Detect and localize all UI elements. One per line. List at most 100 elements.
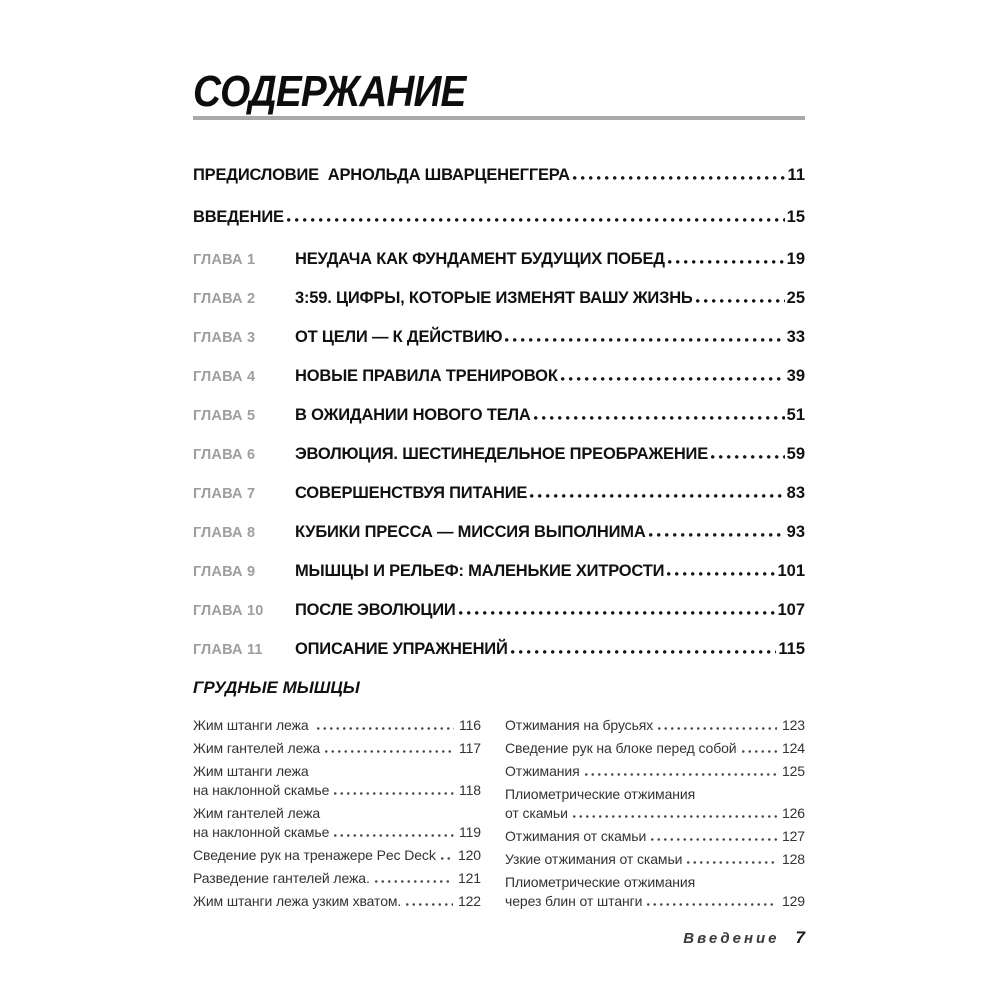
chapter-entry: ГЛАВА 8 КУБИКИ ПРЕССА — МИССИЯ ВЫПОЛНИМА 9… [193, 522, 805, 543]
toc-entry-page: 15 [786, 208, 805, 226]
chapter-entry: ГЛАВА 2 3:59. ЦИФРЫ, КОТОРЫЕ ИЗМЕНЯТ ВАШУ… [193, 288, 805, 309]
exercise-name: Отжимания на брусьях [505, 717, 654, 733]
exercise-name: Плиометрические отжимания [505, 874, 696, 890]
dot-leader [572, 176, 786, 180]
dot-leader [286, 218, 785, 222]
dot-leader [651, 838, 777, 841]
chapter-entry: ГЛАВА 1 НЕУДАЧА КАК ФУНДАМЕНТ БУДУЩИХ ПОБ… [193, 249, 805, 270]
exercise-entry: Жим штанги лежа узким хватом. 122 [193, 892, 481, 911]
chapter-page-number: 39 [786, 367, 805, 385]
chapter-title: В ОЖИДАНИИ НОВОГО ТЕЛА [295, 406, 531, 424]
dot-leader [406, 903, 453, 906]
exercise-page-number: 118 [458, 782, 481, 798]
dot-leader [648, 533, 785, 537]
chapter-page-number: 83 [786, 484, 805, 502]
exercise-name: через блин от штанги [505, 893, 643, 909]
exercise-page-number: 127 [781, 828, 805, 844]
chapter-entry: ГЛАВА 6 ЭВОЛЮЦИЯ. ШЕСТИНЕДЕЛЬНОЕ ПРЕОБРАЖ… [193, 444, 805, 465]
chapter-number-label: ГЛАВА 4 [193, 369, 256, 385]
chapter-page-number: 107 [777, 601, 805, 619]
dot-leader [584, 773, 777, 776]
dot-leader [374, 880, 453, 883]
toc-entry-title: ПРЕДИСЛОВИЕ АРНОЛЬДА ШВАРЦЕНЕГГЕРА [193, 166, 570, 184]
chapter-page-number: 19 [786, 250, 805, 268]
chapter-number-label: ГЛАВА 8 [193, 525, 256, 541]
dot-leader [647, 903, 777, 906]
dot-leader [325, 750, 454, 753]
exercise-name: Сведение рук на тренажере Pec Deck [193, 847, 436, 863]
chapter-entry: ГЛАВА 10 ПОСЛЕ ЭВОЛЮЦИИ 107 [193, 600, 805, 621]
exercise-entry: Жим штанги лежа на наклонной скамье 118 [193, 762, 481, 800]
exercise-page-number: 119 [458, 824, 481, 840]
chapter-number-label: ГЛАВА 2 [193, 291, 256, 307]
chapter-title: НОВЫЕ ПРАВИЛА ТРЕНИРОВОК [295, 367, 558, 385]
exercise-name: Отжимания [505, 763, 580, 779]
section-header: ГРУДНЫЕ МЫШЦЫ [193, 678, 360, 697]
chapter-number-label: ГЛАВА 1 [193, 252, 256, 268]
exercise-name: Жим гантелей лежа [193, 805, 321, 821]
exercise-page-number: 129 [781, 893, 805, 909]
dot-leader [658, 727, 777, 730]
chapter-title: МЫШЦЫ И РЕЛЬЕФ: МАЛЕНЬКИЕ ХИТРОСТИ [295, 562, 665, 580]
chapter-page-number: 25 [786, 289, 805, 307]
chapter-title: ОТ ЦЕЛИ — К ДЕЙСТВИЮ [295, 328, 503, 346]
chapter-page-number: 101 [777, 562, 805, 580]
exercise-page-number: 123 [781, 717, 805, 733]
chapter-title: ПОСЛЕ ЭВОЛЮЦИИ [295, 601, 456, 619]
exercise-page-number: 117 [458, 740, 481, 756]
page-title-text: СОДЕРЖАНИЕ [193, 67, 466, 116]
dot-leader [741, 750, 777, 753]
dot-leader [572, 815, 777, 818]
exercise-name: Узкие отжимания от скамьи [505, 851, 683, 867]
exercise-page-number: 122 [457, 893, 481, 909]
exercise-page-number: 125 [781, 763, 805, 779]
dot-leader [458, 611, 776, 615]
footer-section-label: Введение [683, 930, 780, 947]
toc-entry: ВВЕДЕНИЕ 15 [193, 207, 805, 227]
dot-leader [530, 494, 785, 498]
chapter-page-number: 93 [786, 523, 805, 541]
chapter-title: 3:59. ЦИФРЫ, КОТОРЫЕ ИЗМЕНЯТ ВАШУ ЖИЗНЬ [295, 289, 693, 307]
dot-leader [533, 416, 785, 420]
page-title: СОДЕРЖАНИЕ [193, 70, 805, 114]
dot-leader [695, 299, 785, 303]
exercise-index: Жим штанги лежа 116 Жим гантелей лежа 117 Ж… [193, 716, 805, 915]
exercise-entry: Плиометрические отжимания от скамьи 126 [505, 785, 805, 823]
exercise-name: Разведение гантелей лежа. [193, 870, 370, 886]
chapter-title: СОВЕРШЕНСТВУЯ ПИТАНИЕ [295, 484, 528, 502]
exercise-name: Сведение рук на блоке перед собой [505, 740, 737, 756]
exercise-page-number: 124 [781, 740, 805, 756]
chapter-title: ЭВОЛЮЦИЯ. ШЕСТИНЕДЕЛЬНОЕ ПРЕОБРАЖЕНИЕ [295, 445, 709, 463]
chapter-title: НЕУДАЧА КАК ФУНДАМЕНТ БУДУЩИХ ПОБЕД [295, 250, 665, 268]
exercise-name: Жим штанги лежа [193, 717, 313, 733]
exercise-page-number: 128 [781, 851, 805, 867]
exercise-name: Отжимания от скамьи [505, 828, 647, 844]
dot-leader [560, 377, 785, 381]
exercise-name: Жим штанги лежа [193, 763, 309, 779]
exercise-entry: Отжимания на брусьях 123 [505, 716, 805, 735]
dot-leader [711, 455, 785, 459]
exercise-column-right: Отжимания на брусьях 123 Сведение рук на б… [505, 716, 805, 915]
exercise-entry: Жим штанги лежа 116 [193, 716, 481, 735]
dot-leader [440, 857, 453, 860]
dot-leader [317, 727, 454, 730]
exercise-entry: Узкие отжимания от скамьи 128 [505, 850, 805, 869]
dot-leader [334, 792, 454, 795]
title-underline-rule [193, 116, 805, 120]
exercise-page-number: 126 [781, 805, 805, 821]
exercise-name: Плиометрические отжимания [505, 786, 696, 802]
chapter-entry: ГЛАВА 3 ОТ ЦЕЛИ — К ДЕЙСТВИЮ 33 [193, 327, 805, 348]
dot-leader [505, 338, 785, 342]
exercise-page-number: 116 [458, 717, 481, 733]
chapter-page-number: 51 [786, 406, 805, 424]
toc-chapter-list: ГЛАВА 1 НЕУДАЧА КАК ФУНДАМЕНТ БУДУЩИХ ПОБ… [193, 249, 805, 660]
chapter-entry: ГЛАВА 4 НОВЫЕ ПРАВИЛА ТРЕНИРОВОК 39 [193, 366, 805, 387]
toc-entry-page: 11 [787, 166, 805, 184]
toc-front-list: ПРЕДИСЛОВИЕ АРНОЛЬДА ШВАРЦЕНЕГГЕРА 11 ВВЕД… [193, 165, 805, 227]
chapter-number-label: ГЛАВА 7 [193, 486, 256, 502]
exercise-name: Жим гантелей лежа [193, 740, 321, 756]
toc-entry-title: ВВЕДЕНИЕ [193, 208, 284, 226]
exercise-entry: Сведение рук на тренажере Pec Deck 120 [193, 846, 481, 865]
page-footer: Введение 7 [683, 928, 805, 948]
exercise-name: Жим штанги лежа узким хватом. [193, 893, 402, 909]
